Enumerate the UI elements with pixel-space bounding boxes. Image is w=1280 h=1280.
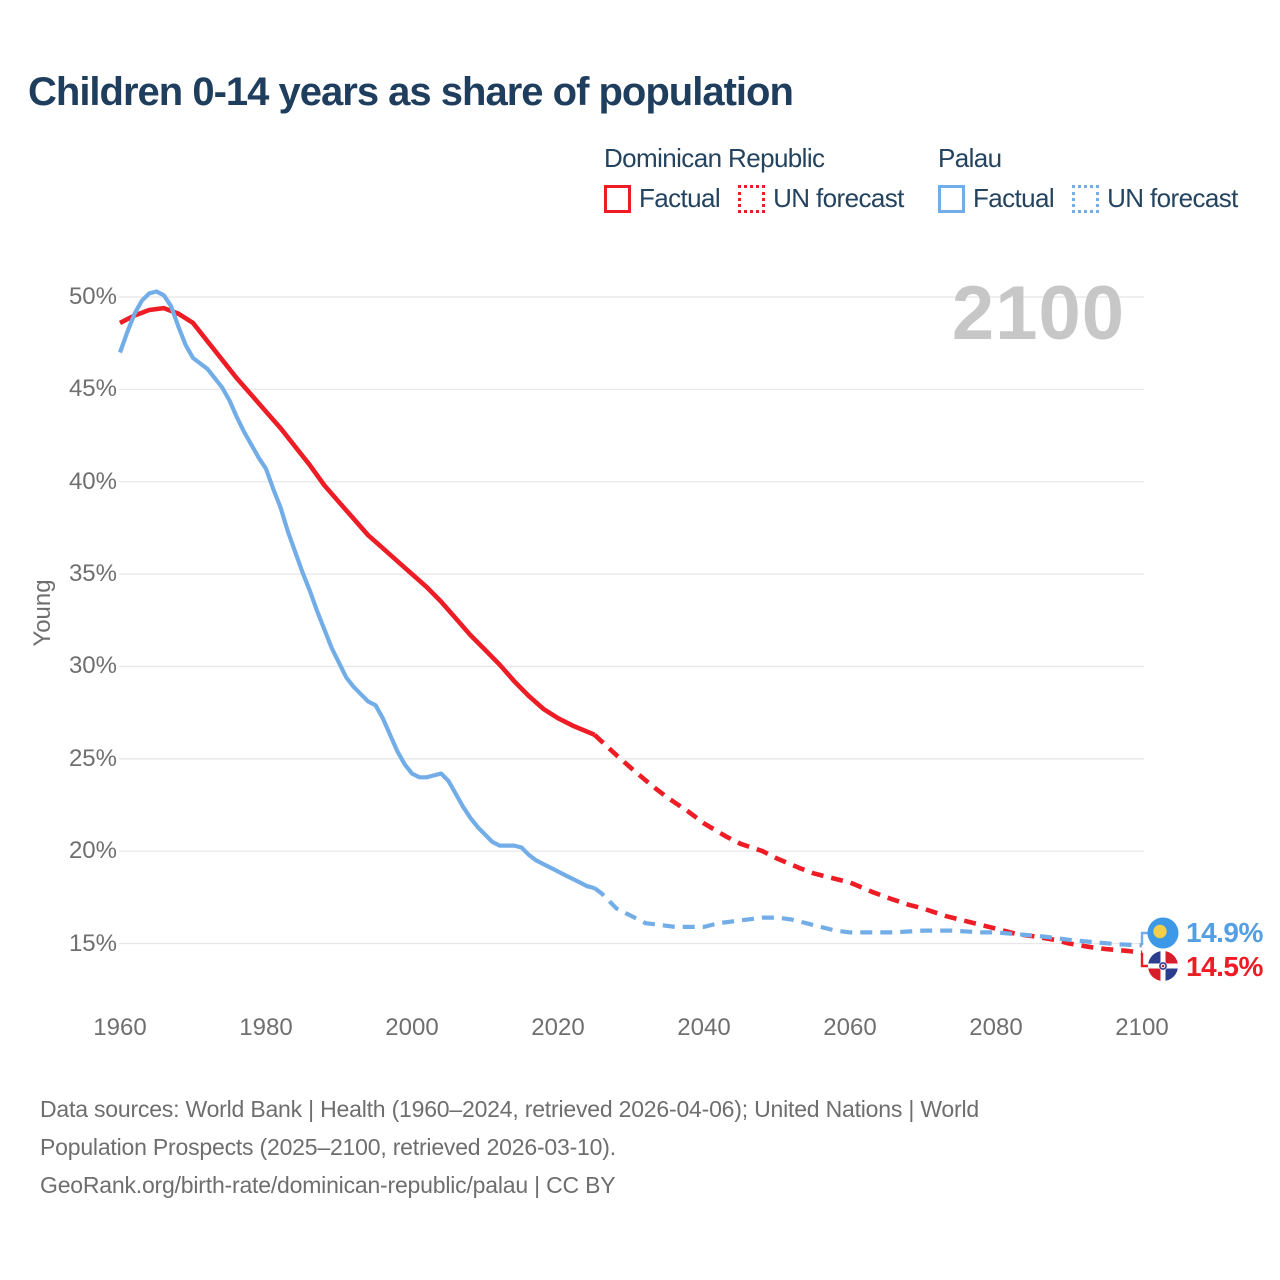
palau-flag-icon [1147, 917, 1179, 949]
data-sources-footer: Data sources: World Bank | Health (1960–… [40, 1090, 1180, 1204]
palau-end-connector [1140, 931, 1148, 946]
y-tick-label: 20% [68, 837, 117, 865]
page-title: Children 0-14 years as share of populati… [28, 70, 794, 114]
legend-label-dr-factual[interactable]: Factual [639, 183, 721, 213]
footer-line-3: GeoRank.org/birth-rate/dominican-republi… [40, 1172, 616, 1198]
watermark-year: 2100 [951, 271, 1125, 356]
x-tick-label: 2040 [677, 1014, 731, 1041]
y-tick-label: 15% [68, 929, 117, 957]
x-tick-label: 1960 [93, 1014, 147, 1041]
legend-name-palau: Palau [938, 143, 1002, 173]
x-tick-label: 2000 [385, 1014, 439, 1041]
x-tick-label: 2080 [969, 1014, 1023, 1041]
legend-group-dominican-republic: Dominican Republic Factual UN forecast [604, 143, 904, 214]
y-tick-label: 35% [68, 560, 117, 588]
legend-swatch-palau-forecast[interactable] [1072, 184, 1100, 213]
y-tick-label: 45% [68, 375, 117, 403]
legend-group-palau: Palau Factual UN forecast [938, 143, 1238, 214]
legend-swatch-palau-factual[interactable] [938, 184, 965, 213]
legend-label-palau-factual[interactable]: Factual [973, 183, 1055, 213]
y-tick-label: 50% [68, 283, 117, 311]
series-palau-forecast [593, 886, 1143, 948]
footer-line-2: Population Prospects (2025–2100, retriev… [40, 1134, 616, 1160]
gridlines [119, 296, 1144, 945]
legend-name-dominican-republic: Dominican Republic [604, 143, 825, 173]
legend-row-palau: Factual UN forecast [938, 183, 1238, 214]
legend-row-dominican-republic: Factual UN forecast [604, 183, 904, 214]
palau-end-value-label: 14.9% [1186, 917, 1263, 948]
legend-label-palau-forecast[interactable]: UN forecast [1107, 183, 1238, 213]
dominican-republic-end-value-label: 14.5% [1186, 951, 1263, 982]
legend-label-dr-forecast[interactable]: UN forecast [773, 183, 904, 213]
y-tick-label: 40% [68, 467, 117, 495]
series-dominican-republic-forecast [592, 733, 1143, 955]
x-tick-label: 2100 [1115, 1014, 1169, 1041]
series-lines [118, 289, 1143, 955]
dominican-republic-flag-icon [1148, 951, 1178, 981]
y-axis-title: Young [29, 579, 56, 647]
series-palau-factual [118, 289, 596, 891]
series-dominican-republic-factual [118, 305, 596, 737]
dominican-republic-end-connector [1140, 952, 1148, 968]
legend-swatch-dr-factual[interactable] [604, 184, 631, 213]
x-tick-label: 1980 [239, 1014, 293, 1041]
x-tick-label: 2020 [531, 1014, 585, 1041]
y-tick-label: 25% [68, 744, 117, 772]
footer-line-1: Data sources: World Bank | Health (1960–… [40, 1096, 979, 1122]
x-tick-label: 2060 [823, 1014, 877, 1041]
legend-swatch-dr-forecast[interactable] [738, 184, 766, 213]
y-tick-label: 30% [68, 652, 117, 680]
